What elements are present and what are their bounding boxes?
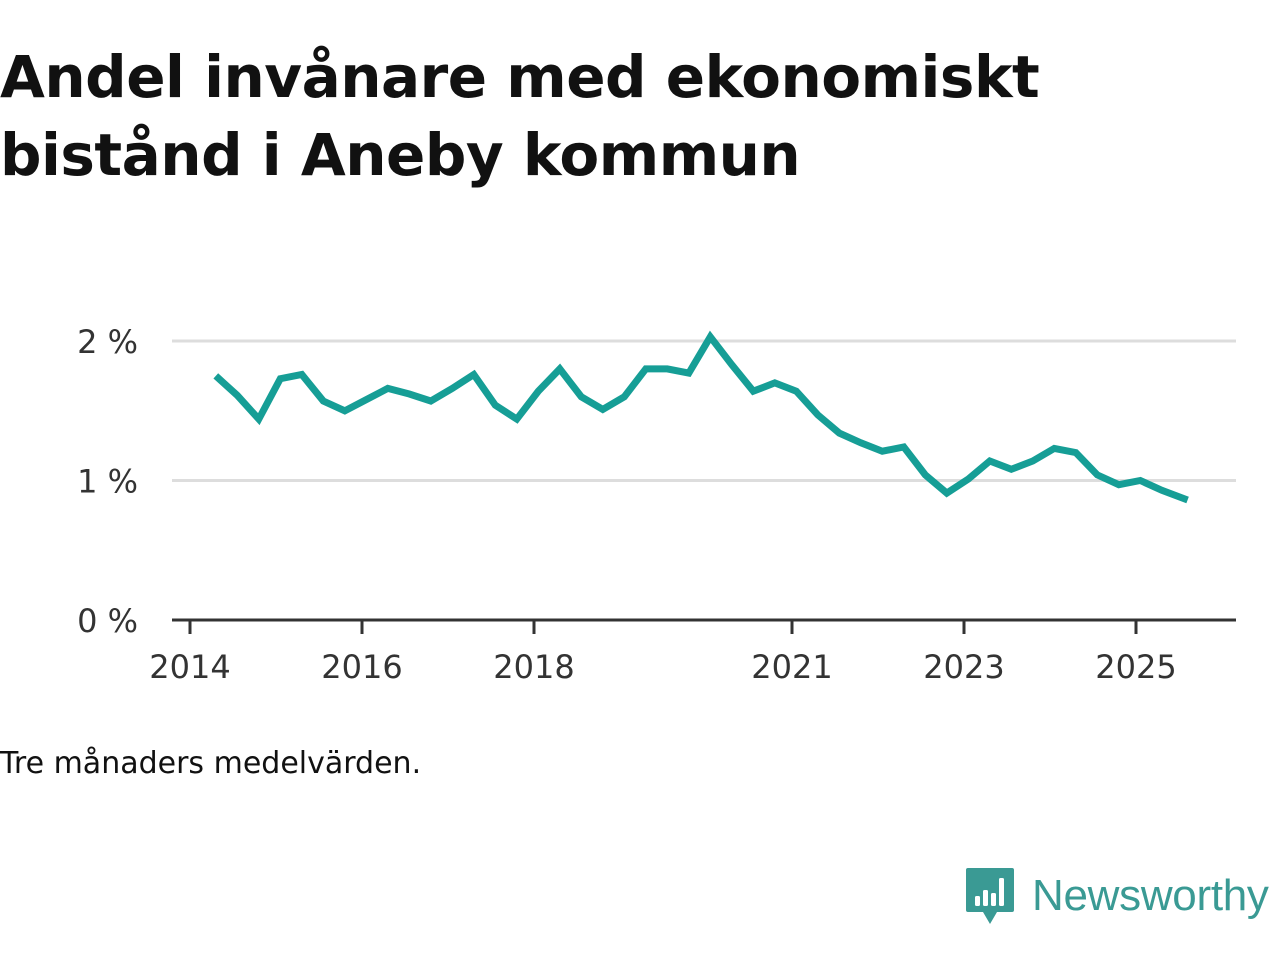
chart-caption: Tre månaders medelvärden. [0, 746, 422, 781]
x-tick-label: 2023 [923, 648, 1004, 686]
y-tick-label: 2 % [77, 323, 138, 361]
chart-title-line-2: bistånd i Aneby kommun [0, 121, 801, 189]
y-tick-label: 1 % [77, 463, 138, 501]
series-layer [213, 330, 1189, 504]
brand-name: Newsworthy [1032, 871, 1269, 920]
x-tick-label: 2014 [149, 648, 230, 686]
bar-chart-badge-icon [966, 868, 1014, 924]
chart-title-line-1: Andel invånare med ekonomiskt [0, 43, 1040, 111]
line-chart: 0 % 1 % 2 % 2014 2016 2018 2021 2023 2025 [77, 323, 1236, 686]
grid-lines [172, 339, 1236, 482]
x-tick-label: 2018 [493, 648, 574, 686]
x-tick-label: 2025 [1095, 648, 1176, 686]
series-line-0 [213, 330, 1189, 504]
y-axis-tick-labels: 0 % 1 % 2 % [77, 323, 138, 640]
x-tick-label: 2016 [321, 648, 402, 686]
x-axis: 2014 2016 2018 2021 2023 2025 [149, 618, 1236, 686]
brand-logo[interactable]: Newsworthy [964, 866, 1269, 926]
x-tick-label: 2021 [751, 648, 832, 686]
y-tick-label: 0 % [77, 602, 138, 640]
chart-title: Andel invånare med ekonomiskt bistånd i … [0, 38, 1180, 194]
